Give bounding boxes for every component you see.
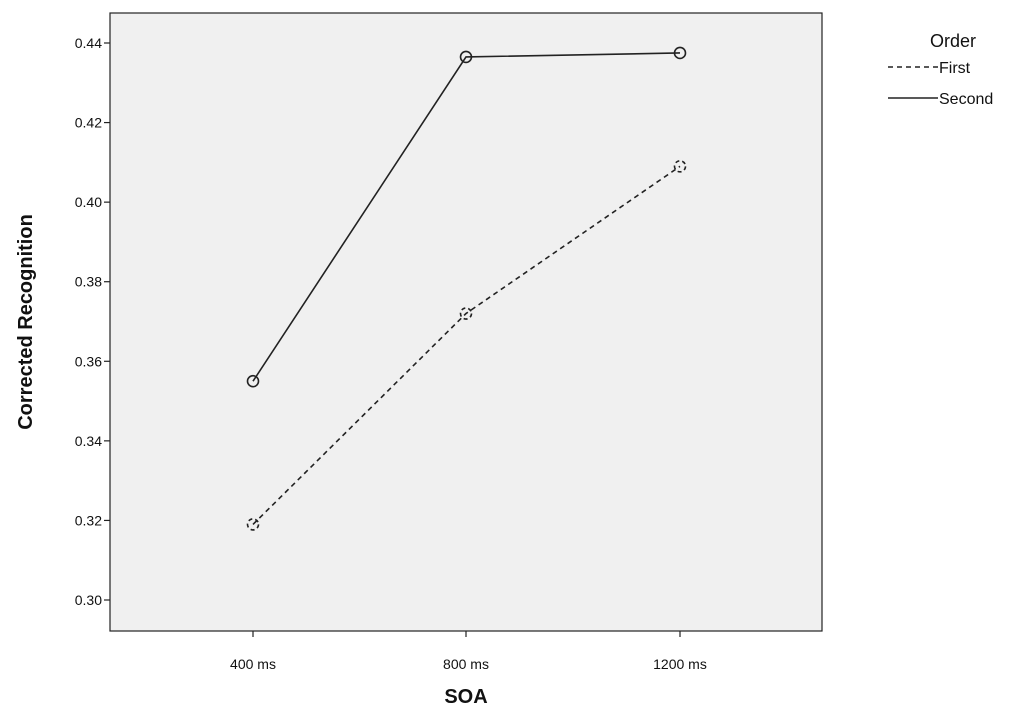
- series-line-first: [252, 165, 681, 525]
- x-tick-label: 1200 ms: [653, 656, 707, 672]
- data-point-first: [459, 307, 473, 320]
- y-tick-label: 0.34: [75, 433, 102, 449]
- data-point-second: [673, 46, 687, 60]
- y-tick-label: 0.36: [75, 353, 102, 369]
- series-layer: [246, 46, 687, 531]
- y-tick-label: 0.32: [75, 512, 102, 528]
- x-axis: 400 ms 800 ms 1200 ms: [230, 631, 707, 672]
- legend-title: Order: [930, 31, 976, 51]
- x-axis-title: SOA: [444, 686, 487, 708]
- x-tick-label: 800 ms: [443, 656, 489, 672]
- plot-area: [109, 12, 823, 632]
- data-point-first: [246, 518, 260, 531]
- y-axis-title: Corrected Recognition: [15, 214, 37, 430]
- y-axis: 0.30 0.32 0.34 0.36 0.38 0.40 0.42 0.44: [75, 35, 110, 608]
- data-point-second: [459, 50, 473, 64]
- x-tick-label: 400 ms: [230, 656, 276, 672]
- legend-label-first: First: [939, 60, 971, 77]
- y-tick-label: 0.40: [75, 194, 102, 210]
- y-tick-label: 0.38: [75, 274, 102, 290]
- y-tick-label: 0.30: [75, 592, 102, 608]
- legend-label-second: Second: [939, 91, 993, 108]
- legend: Order First Second: [888, 31, 993, 108]
- series-line-second: [252, 52, 681, 382]
- data-point-second: [246, 374, 260, 388]
- data-point-first: [673, 160, 687, 173]
- y-tick-label: 0.44: [75, 35, 102, 51]
- y-tick-label: 0.42: [75, 115, 102, 131]
